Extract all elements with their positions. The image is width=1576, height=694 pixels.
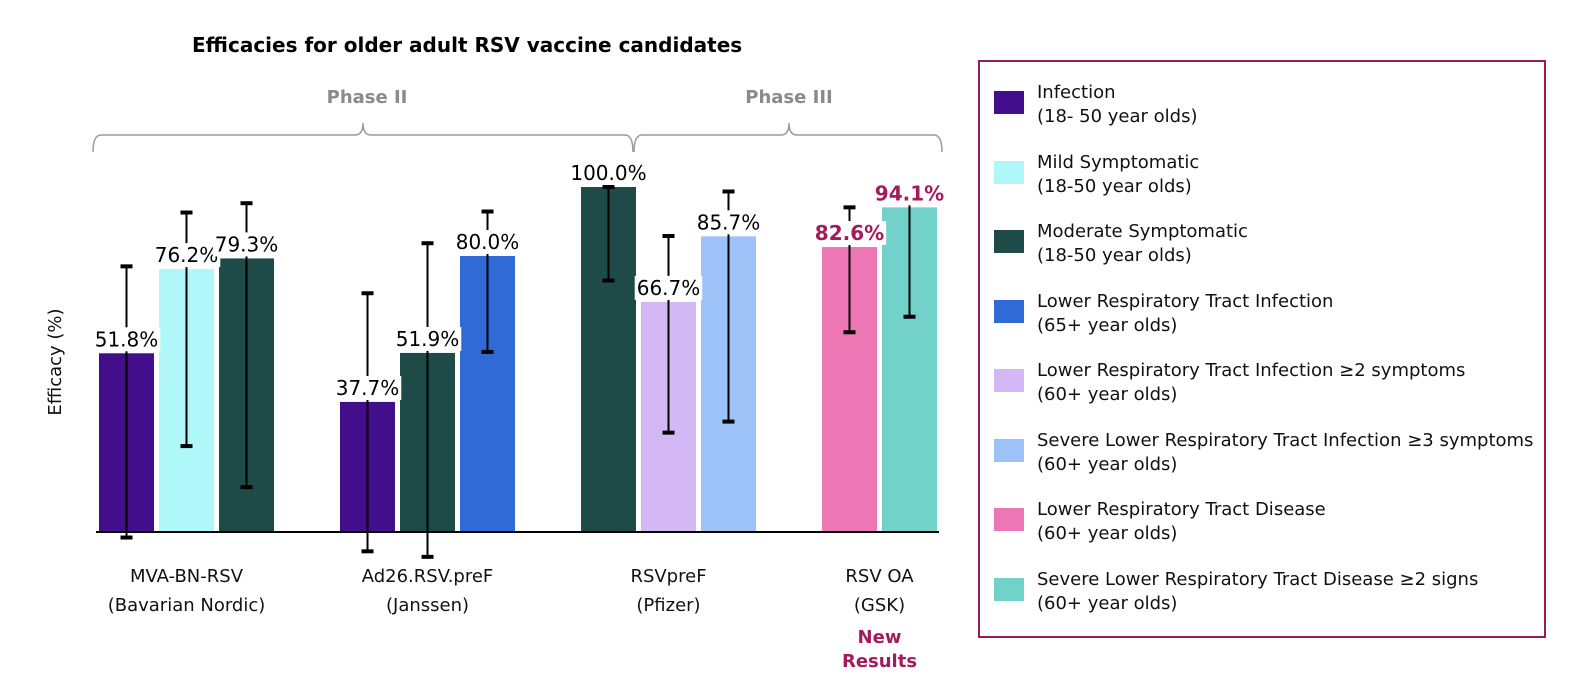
x-label-3-line1: RSV OA xyxy=(845,566,914,587)
legend-label-3: Lower Respiratory Tract Infection (65+ ye… xyxy=(1037,290,1333,338)
x-label-2-line1: RSVpreF xyxy=(630,566,706,587)
value-label-bg-1-2 xyxy=(453,230,522,254)
legend-item-5: Severe Lower Respiratory Tract Infection… xyxy=(994,429,1533,477)
legend-swatch-5 xyxy=(994,438,1024,462)
value-label-0-1: 76.2% xyxy=(155,243,219,267)
new-results-note-0: New xyxy=(858,627,902,648)
value-label-0-2: 79.3% xyxy=(215,232,279,256)
legend-label-name-6: Lower Respiratory Tract Disease xyxy=(1037,499,1326,520)
legend-label-7: Severe Lower Respiratory Tract Disease ≥… xyxy=(1037,568,1478,616)
legend-label-1: Mild Symptomatic (18-50 year olds) xyxy=(1037,151,1199,199)
legend-label-sub-0: (18- 50 year olds) xyxy=(1037,106,1198,127)
legend-label-name-0: Infection xyxy=(1037,82,1116,103)
x-label-2-line2: (Pfizer) xyxy=(636,595,700,616)
legend-item-7: Severe Lower Respiratory Tract Disease ≥… xyxy=(994,568,1478,616)
legend-item-6: Lower Respiratory Tract Disease (60+ year… xyxy=(994,498,1326,546)
legend-label-sub-7: (60+ year olds) xyxy=(1037,592,1178,614)
legend-item-2: Moderate Symptomatic (18-50 year olds) xyxy=(994,220,1248,268)
phase-iii-bracket xyxy=(633,122,943,153)
value-label-bg-2-0 xyxy=(568,161,649,185)
value-label-3-0: 82.6% xyxy=(815,221,884,245)
legend-label-name-1: Mild Symptomatic xyxy=(1037,151,1200,173)
legend-label-6: Lower Respiratory Tract Disease (60+ year… xyxy=(1037,498,1326,546)
x-label-0-line1: MVA-BN-RSV xyxy=(130,566,244,587)
value-label-0-0: 51.8% xyxy=(95,327,159,351)
value-label-bg-0-2 xyxy=(212,232,281,257)
value-label-3-1: 94.1% xyxy=(875,181,944,205)
value-label-bg-2-2 xyxy=(694,210,763,235)
value-label-bg-2-1 xyxy=(634,275,703,300)
legend-item-3: Lower Respiratory Tract Infection (65+ ye… xyxy=(994,290,1333,338)
legend: Infection (18- 50 year olds) Mild Symptoma… xyxy=(978,60,1546,638)
value-label-2-0: 100.0% xyxy=(570,161,646,185)
phase-iii-label: Phase III xyxy=(745,87,832,108)
new-results-note-1: Results xyxy=(842,651,917,672)
legend-label-name-4: Lower Respiratory Tract Infection ≥2 sym… xyxy=(1037,360,1466,381)
legend-label-name-5: Severe Lower Respiratory Tract Infection… xyxy=(1037,429,1534,451)
legend-swatch-4 xyxy=(994,369,1024,392)
error-bar-2-0 xyxy=(602,185,615,283)
value-label-1-0: 37.7% xyxy=(336,376,400,400)
x-label-3-line2: (GSK) xyxy=(854,595,905,616)
value-label-bg-1-1 xyxy=(393,326,462,351)
legend-label-0: Infection (18- 50 year olds) xyxy=(1037,81,1198,129)
x-label-1-line2: (Janssen) xyxy=(386,595,469,616)
legend-item-0: Infection (18- 50 year olds) xyxy=(994,81,1198,129)
legend-swatch-1 xyxy=(994,160,1024,184)
legend-label-sub-2: (18-50 year olds) xyxy=(1037,245,1192,266)
value-label-bg-3-1 xyxy=(872,181,947,206)
legend-label-sub-4: (60+ year olds) xyxy=(1037,384,1178,405)
phase-brackets: Phase II Phase III xyxy=(92,87,943,153)
x-label-0-line2: (Bavarian Nordic) xyxy=(108,595,266,616)
value-label-1-2: 80.0% xyxy=(456,230,520,254)
phase-ii-bracket xyxy=(92,122,634,153)
legend-item-1: Mild Symptomatic (18-50 year olds) xyxy=(994,151,1199,199)
legend-swatch-6 xyxy=(994,508,1024,531)
value-label-bg-0-0 xyxy=(92,327,161,352)
legend-swatch-0 xyxy=(994,91,1024,114)
legend-label-sub-3: (65+ year olds) xyxy=(1037,314,1178,336)
value-label-1-1: 51.9% xyxy=(396,327,460,351)
legend-swatch-7 xyxy=(994,577,1024,601)
legend-label-name-3: Lower Respiratory Tract Infection xyxy=(1037,290,1334,312)
value-label-2-2: 85.7% xyxy=(697,210,761,234)
error-bar-0-0 xyxy=(120,264,133,540)
legend-label-sub-1: (18-50 year olds) xyxy=(1037,175,1192,197)
error-bar-2-1 xyxy=(662,233,675,435)
legend-label-4: Lower Respiratory Tract Infection ≥2 sym… xyxy=(1037,359,1465,407)
value-labels-layer: 51.8% 76.2%79.3% 37.7% 51.9% 80.0% 100.0% 66.7… xyxy=(92,161,947,400)
value-label-bg-1-0 xyxy=(333,375,402,400)
chart-title: Efficacies for older adult RSV vaccine c… xyxy=(192,33,742,57)
legend-label-name-7: Severe Lower Respiratory Tract Disease ≥… xyxy=(1037,568,1479,590)
value-label-2-1: 66.7% xyxy=(637,276,701,300)
x-label-1-line1: Ad26.RSV.preF xyxy=(362,566,494,587)
legend-swatch-3 xyxy=(994,299,1024,323)
legend-label-2: Moderate Symptomatic (18-50 year olds) xyxy=(1037,220,1248,268)
x-labels-layer: MVA-BN-RSV (Bavarian Nordic) Ad26.RSV.preF… xyxy=(108,566,917,672)
error-bar-1-0 xyxy=(361,291,374,554)
legend-swatch-2 xyxy=(994,230,1024,253)
phase-ii-label: Phase II xyxy=(327,87,408,108)
legend-item-4: Lower Respiratory Tract Infection ≥2 sym… xyxy=(994,359,1465,407)
legend-label-name-2: Moderate Symptomatic xyxy=(1037,221,1248,242)
legend-label-5: Severe Lower Respiratory Tract Infection… xyxy=(1037,429,1533,477)
value-label-bg-0-1 xyxy=(152,243,221,268)
error-bar-1-1 xyxy=(421,241,434,559)
y-axis-label: Efficacy (%) xyxy=(45,308,66,415)
legend-label-sub-5: (60+ year olds) xyxy=(1037,453,1178,475)
value-label-bg-3-0 xyxy=(812,221,887,246)
legend-label-sub-6: (60+ year olds) xyxy=(1037,523,1178,544)
